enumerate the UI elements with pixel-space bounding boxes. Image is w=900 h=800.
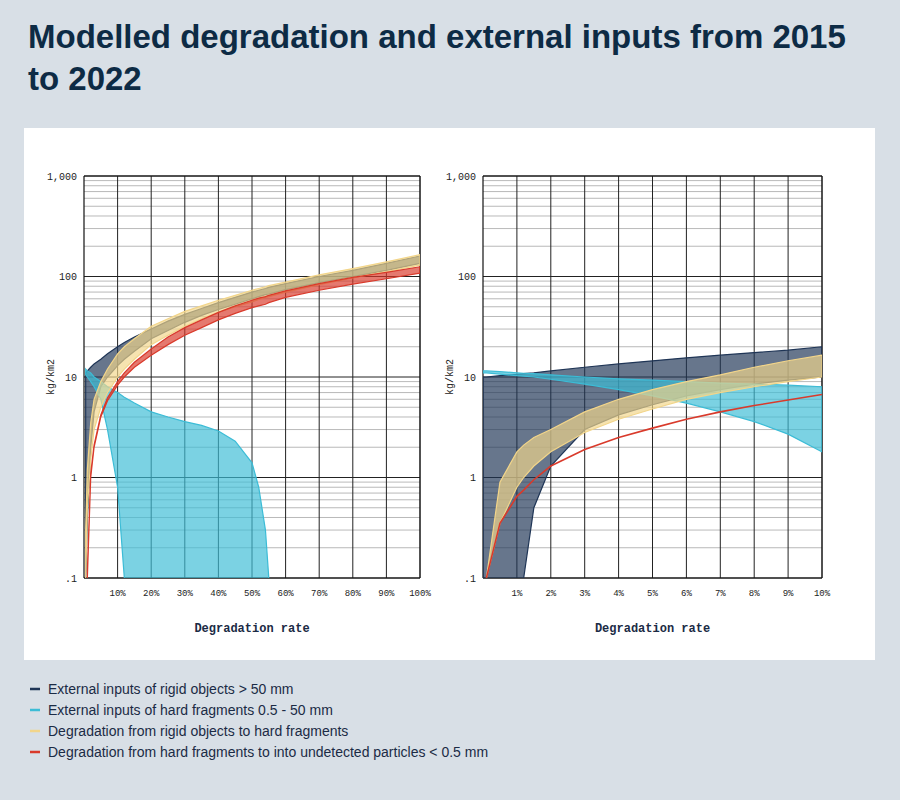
legend-swatch — [30, 688, 40, 691]
grid-line — [483, 176, 822, 177]
x-tick-label: 4% — [613, 589, 624, 599]
x-tick-label: 2% — [545, 589, 556, 599]
frame-line — [84, 176, 420, 177]
x-tick-label: 5% — [647, 589, 658, 599]
frame-line — [420, 176, 421, 578]
x-tick-label: 60% — [277, 589, 294, 599]
x-tick-label: 10% — [814, 589, 831, 599]
x-axis-label: Degradation rate — [595, 622, 710, 636]
y-axis-label: kg/km2 — [445, 359, 456, 395]
x-tick-label: 1% — [511, 589, 522, 599]
y-tick-label: 1,000 — [446, 172, 476, 183]
plot-0: .1 1 10 100 1,000 10% 20% 30% 40% 50% 60% 70% 80% 90%… — [46, 172, 431, 679]
series-band — [483, 347, 822, 578]
series-group — [483, 347, 822, 578]
series-band — [86, 369, 269, 578]
x-tick-label: 7% — [715, 589, 726, 599]
x-tick-label: 3% — [579, 589, 590, 599]
x-axis-line — [483, 577, 822, 578]
legend-label: Degradation from hard fragments to into … — [48, 744, 488, 760]
grid-line — [420, 176, 421, 578]
x-tick-label: 40% — [210, 589, 227, 599]
frame-line — [483, 176, 822, 177]
y-tick-label: 1 — [470, 473, 476, 484]
y-tick-label: 100 — [59, 272, 77, 283]
legend-swatch — [30, 709, 40, 712]
legend-swatch — [30, 730, 40, 733]
legend-label: External inputs of hard fragments 0.5 - … — [48, 702, 333, 718]
series-line — [486, 394, 822, 578]
series-group — [86, 255, 420, 578]
x-tick-label: 80% — [345, 589, 362, 599]
grid-line — [285, 176, 286, 578]
grid-line — [386, 176, 387, 578]
x-tick-label: 100% — [409, 589, 431, 599]
grid-line — [483, 578, 822, 579]
grid-line — [352, 176, 353, 578]
legend-swatch — [30, 751, 40, 754]
x-tick-label: 9% — [783, 589, 794, 599]
chart: .1 1 10 100 1,000 10% 20% 30% 40% 50% 60% 70% 80% 90%… — [0, 0, 900, 800]
grid-line — [319, 176, 320, 578]
legend-label: External inputs of rigid objects > 50 mm — [48, 681, 294, 697]
y-tick-label: 100 — [458, 272, 476, 283]
grid-line — [84, 176, 420, 177]
x-tick-label: 50% — [244, 589, 261, 599]
x-tick-label: 8% — [749, 589, 760, 599]
plot-1: .1 1 10 100 1,000 1% 2% 3% 4% 5% 6% 7% 8% 9% 10% Degrad… — [445, 172, 831, 679]
series-band — [87, 267, 420, 578]
y-tick-label: 1,000 — [47, 172, 77, 183]
series-band — [86, 255, 420, 578]
x-tick-label: 10% — [109, 589, 126, 599]
x-axis-label: Degradation rate — [194, 622, 309, 636]
title: Modelled degradation and external inputs… — [28, 16, 848, 100]
y-tick-label: 10 — [464, 373, 476, 384]
legend-label: Degradation from rigid objects to hard f… — [48, 723, 348, 739]
legend: External inputs of rigid objects > 50 mm… — [30, 681, 488, 760]
x-tick-label: 20% — [143, 589, 160, 599]
y-tick-label: 10 — [65, 373, 77, 384]
y-tick-label: 1 — [71, 473, 77, 484]
x-tick-label: 6% — [681, 589, 692, 599]
x-tick-label: 70% — [311, 589, 328, 599]
x-tick-label: 30% — [177, 589, 194, 599]
y-tick-label: .1 — [464, 574, 476, 585]
y-axis-line — [83, 176, 84, 578]
series-band — [486, 355, 822, 578]
y-axis-label: kg/km2 — [46, 359, 57, 395]
y-tick-label: .1 — [65, 574, 77, 585]
x-tick-label: 90% — [378, 589, 395, 599]
